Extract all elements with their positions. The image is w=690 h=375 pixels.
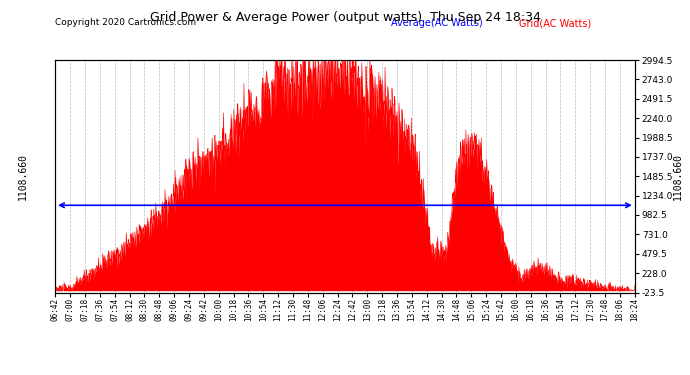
Text: 1108.660: 1108.660 (19, 153, 28, 200)
Text: 1108.660: 1108.660 (673, 153, 683, 200)
Text: Average(AC Watts): Average(AC Watts) (391, 18, 483, 28)
Text: Grid(AC Watts): Grid(AC Watts) (519, 18, 591, 28)
Text: Grid Power & Average Power (output watts)  Thu Sep 24 18:34: Grid Power & Average Power (output watts… (150, 11, 540, 24)
Text: Copyright 2020 Cartronics.com: Copyright 2020 Cartronics.com (55, 18, 197, 27)
